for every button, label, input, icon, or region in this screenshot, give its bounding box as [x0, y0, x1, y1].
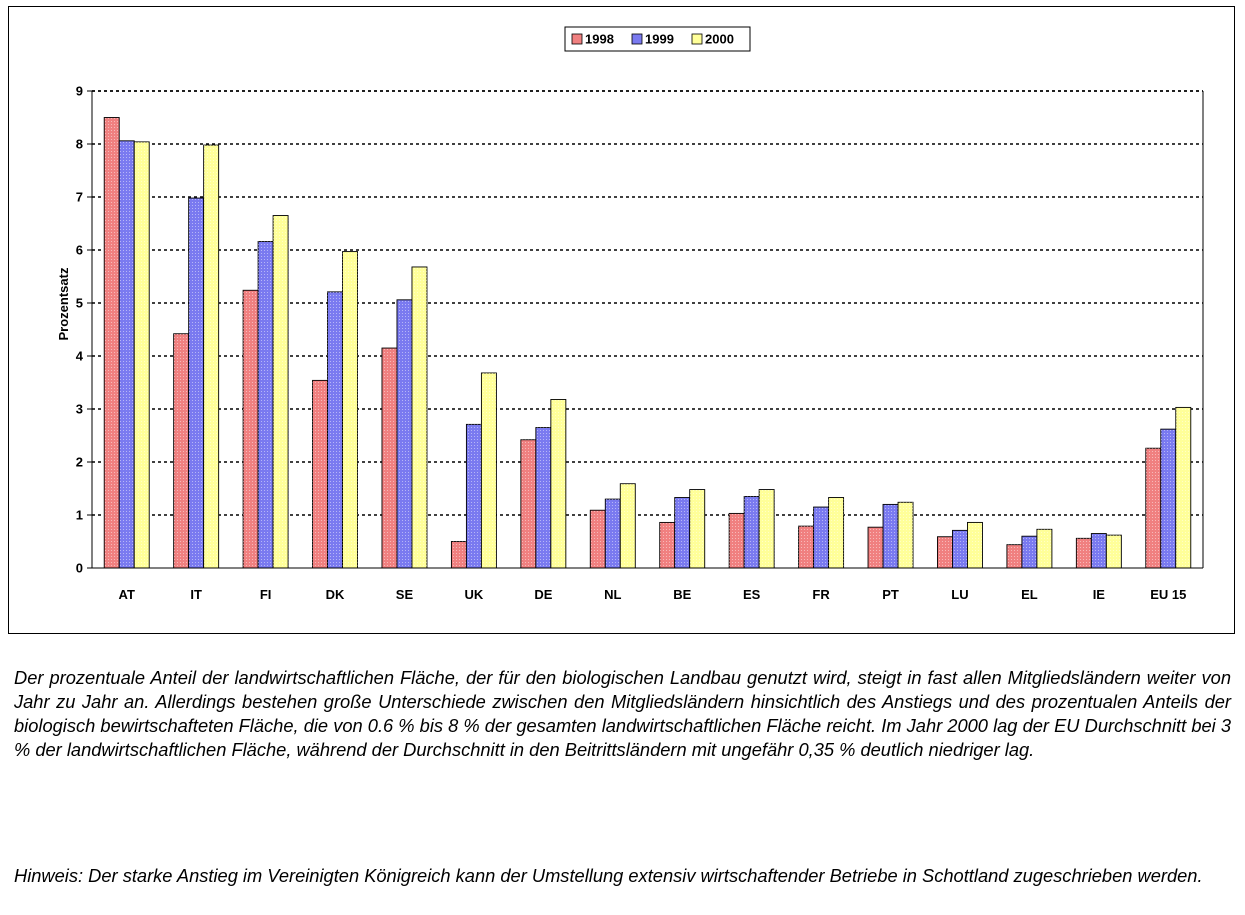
- bar-texture: [134, 141, 150, 568]
- bar-texture: [119, 140, 135, 568]
- x-tick-label: PT: [882, 587, 899, 602]
- legend-label: 1998: [585, 32, 614, 47]
- y-tick-label: 1: [76, 508, 83, 523]
- bar-texture: [481, 372, 497, 568]
- x-tick-label: ES: [743, 587, 761, 602]
- bar-texture: [411, 266, 427, 568]
- y-tick-label: 9: [76, 84, 83, 99]
- x-tick-label: BE: [673, 587, 691, 602]
- y-tick-label: 0: [76, 561, 83, 576]
- bar-texture: [451, 541, 467, 568]
- bar-chart: 0 1 2 3 4 5 6 7 8 9 AT IT FI DK SE UK DE NL BE ES FR PT LU EL I…: [56, 26, 1204, 602]
- bar-texture: [273, 215, 289, 569]
- bar-texture: [828, 497, 844, 568]
- bar-texture: [243, 290, 259, 568]
- axes: [87, 90, 1204, 569]
- chart-frame: 0 1 2 3 4 5 6 7 8 9 AT IT FI DK SE UK DE NL BE ES FR PT LU EL I…: [8, 6, 1235, 634]
- bar-texture: [1175, 407, 1191, 568]
- x-tick-label: AT: [119, 587, 135, 602]
- bar-texture: [188, 198, 204, 568]
- bar-texture: [744, 496, 760, 568]
- y-axis-label: Prozentsatz: [56, 267, 71, 340]
- bar-texture: [952, 530, 968, 568]
- bar-texture: [520, 439, 536, 568]
- bar-texture: [104, 117, 120, 568]
- bar-texture: [759, 489, 775, 568]
- legend: 1998 1999 2000: [564, 26, 751, 52]
- y-tick-label: 7: [76, 190, 83, 205]
- y-tick-label: 6: [76, 243, 83, 258]
- bar-texture: [605, 499, 621, 568]
- caption-text: Der prozentuale Anteil der landwirtschaf…: [14, 667, 1231, 760]
- x-tick-label: SE: [396, 587, 414, 602]
- bar-texture: [203, 145, 219, 568]
- x-tick-label: UK: [465, 587, 484, 602]
- bar-texture: [381, 348, 397, 568]
- x-tick-label: EL: [1021, 587, 1038, 602]
- caption-note: Hinweis: Der starke Anstieg im Vereinigt…: [14, 865, 1203, 886]
- y-tick-labels: 0 1 2 3 4 5 6 7 8 9: [76, 84, 84, 576]
- bar-texture: [590, 510, 606, 568]
- legend-box: [564, 26, 751, 52]
- legend-label: 1999: [645, 32, 674, 47]
- bar-texture: [1036, 529, 1052, 568]
- legend-swatch: [571, 33, 583, 45]
- bar-texture: [883, 504, 899, 568]
- x-tick-labels: AT IT FI DK SE UK DE NL BE ES FR PT LU EL IE EU 15: [119, 587, 1187, 602]
- y-tick-label: 3: [76, 402, 83, 417]
- x-tick-label: IT: [190, 587, 202, 602]
- bars: [103, 117, 1192, 569]
- bar-texture: [550, 399, 566, 568]
- legend-swatch: [691, 33, 703, 45]
- bar-texture: [813, 507, 829, 568]
- bar-texture: [173, 333, 189, 568]
- legend-swatch: [631, 33, 643, 45]
- bar-texture: [868, 527, 884, 568]
- bar-texture: [258, 241, 274, 568]
- bar-texture: [729, 513, 745, 568]
- bar-texture: [1091, 533, 1107, 568]
- legend-label: 2000: [705, 32, 734, 47]
- bar-texture: [1006, 544, 1022, 568]
- bar-texture: [967, 522, 983, 568]
- bar-texture: [898, 502, 914, 568]
- y-tick-label: 5: [76, 296, 83, 311]
- x-tick-label: DE: [534, 587, 552, 602]
- bar-texture: [937, 536, 953, 568]
- y-tick-label: 2: [76, 455, 83, 470]
- x-tick-label: NL: [604, 587, 621, 602]
- bar-texture: [1021, 536, 1037, 568]
- bar-texture: [1160, 429, 1176, 568]
- bar-texture: [659, 522, 675, 568]
- y-tick-label: 4: [76, 349, 84, 364]
- x-tick-label: IE: [1093, 587, 1106, 602]
- bar-texture: [312, 380, 328, 568]
- x-tick-label: DK: [326, 587, 345, 602]
- bar-texture: [1145, 448, 1161, 568]
- bar-texture: [1076, 538, 1092, 568]
- bar-texture: [535, 427, 551, 568]
- bar-texture: [674, 497, 690, 568]
- y-tick-label: 8: [76, 137, 83, 152]
- bar-texture: [689, 489, 705, 568]
- bar-texture: [327, 291, 343, 568]
- bar-texture: [342, 251, 358, 568]
- bar-texture: [798, 526, 814, 568]
- bar-texture: [466, 424, 482, 568]
- x-tick-label: LU: [951, 587, 968, 602]
- bar-texture: [396, 299, 412, 568]
- x-tick-label: EU 15: [1150, 587, 1186, 602]
- x-tick-label: FR: [812, 587, 830, 602]
- x-tick-label: FI: [260, 587, 272, 602]
- bar-texture: [1106, 535, 1122, 568]
- bar-texture: [620, 483, 636, 568]
